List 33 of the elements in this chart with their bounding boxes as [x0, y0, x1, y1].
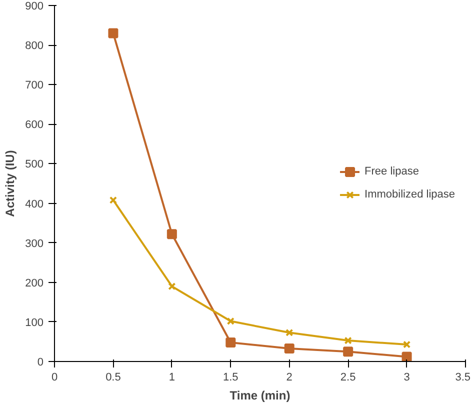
- y-tick-label: 900: [25, 0, 44, 12]
- y-tick-label: 300: [25, 238, 44, 250]
- y-tick-label: 800: [25, 40, 44, 52]
- point: [226, 338, 236, 348]
- legend-label: Free lipase: [364, 166, 419, 178]
- x-tick-label: 0.5: [106, 372, 121, 384]
- x-tick-label: 3.5: [455, 372, 471, 384]
- point: [226, 317, 234, 325]
- point: [284, 343, 294, 354]
- x-axis-title: Time (min): [230, 388, 290, 402]
- y-tick-label: 100: [25, 316, 44, 329]
- y-tick-label: 400: [25, 198, 44, 210]
- y-tick-label: 600: [25, 119, 44, 132]
- y-tick-label: 200: [25, 277, 44, 290]
- point: [286, 328, 294, 336]
- point: [343, 346, 354, 357]
- x-tick-label: 1.5: [222, 372, 238, 384]
- point: [344, 336, 352, 344]
- y-tick-label: 500: [25, 158, 44, 171]
- x-tick-label: 2.5: [340, 372, 356, 384]
- x-tick-label: 3: [404, 372, 410, 384]
- point: [402, 352, 412, 362]
- point: [168, 282, 176, 290]
- x-tick-label: 0: [51, 372, 58, 384]
- point: [166, 229, 177, 240]
- y-tick-label: 0: [37, 356, 44, 368]
- y-tick-label: 700: [25, 80, 44, 92]
- legend-label: Immobilized lipase: [364, 188, 455, 200]
- point: [402, 340, 411, 348]
- point: [108, 28, 118, 38]
- y-axis-title: Activity (IU): [3, 150, 18, 217]
- x-tick-label: 1: [168, 372, 175, 384]
- x-tick-label: 2: [286, 372, 292, 384]
